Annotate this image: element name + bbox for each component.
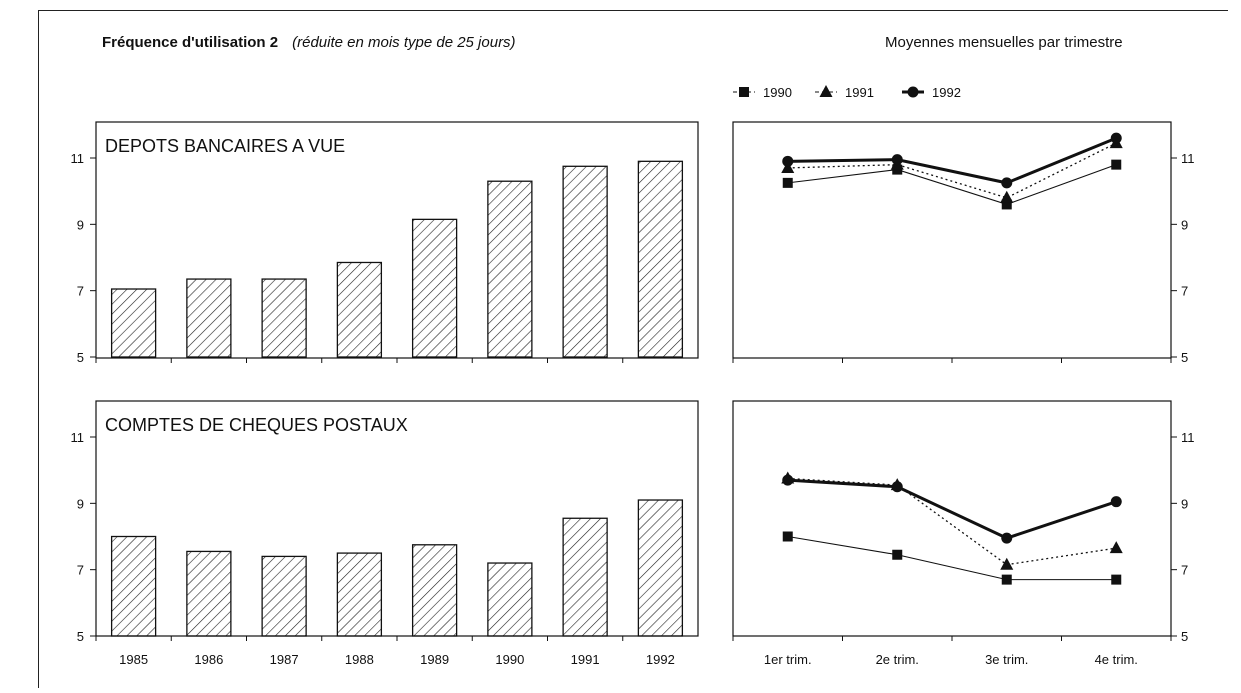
bar-1986 xyxy=(186,550,232,637)
bar-1989 xyxy=(411,544,458,637)
marker-circle xyxy=(1110,496,1122,508)
bar-1986 xyxy=(186,278,232,358)
bar-chart-depots: 5 7 9 11 DEPOTS BANCAIRES A VUE xyxy=(71,121,699,365)
bar-1990 xyxy=(487,562,533,637)
marker-square xyxy=(1111,574,1122,585)
x-tick-label: 1991 xyxy=(571,652,600,667)
x-tick-label: 3e trim. xyxy=(985,652,1028,667)
marker-circle xyxy=(782,474,794,486)
y-tick-label: 9 xyxy=(77,496,84,511)
y-tick-label: 5 xyxy=(77,629,84,644)
bar-1989 xyxy=(411,218,458,358)
bar-1992 xyxy=(637,499,684,637)
series-line-1991 xyxy=(787,477,1117,566)
marker-square xyxy=(782,531,793,542)
title-main: Fréquence d'utilisation 2 xyxy=(102,34,279,51)
title-subtitle: (réduite en mois type de 25 jours) xyxy=(292,34,516,51)
y-tick-label: 5 xyxy=(77,350,84,365)
y-tick-label: 7 xyxy=(1181,563,1188,578)
figure-title: Fréquence d'utilisation 2 (réduite en moi… xyxy=(102,34,516,51)
y-tick-label: 5 xyxy=(1181,350,1188,365)
series-line-1990 xyxy=(787,535,1117,581)
plot-frame xyxy=(732,400,1172,637)
y-tick-label: 7 xyxy=(1181,284,1188,299)
y-tick-label: 5 xyxy=(1181,629,1188,644)
y-tick-label: 11 xyxy=(71,151,85,166)
bar-1985 xyxy=(110,535,157,637)
x-tick-label: 1986 xyxy=(194,652,223,667)
y-tick-label: 11 xyxy=(1181,151,1195,166)
bar-1992 xyxy=(637,160,684,358)
marker-circle xyxy=(891,154,903,166)
x-tick-label: 1990 xyxy=(495,652,524,667)
series-line-1992 xyxy=(787,136,1117,185)
x-tick-label: 1er trim. xyxy=(764,652,812,667)
line-chart-ccp: 5 7 9 11 1er trim. 2e trim. 3e trim. 4e trim. xyxy=(732,400,1195,667)
bar-1985 xyxy=(110,288,157,358)
marker-circle xyxy=(891,481,903,493)
legend-label-1992: 1992 xyxy=(932,85,961,100)
y-tick-label: 7 xyxy=(77,284,84,299)
marker-square xyxy=(739,87,749,97)
y-tick-label: 9 xyxy=(77,217,84,232)
marker-circle xyxy=(1001,177,1013,189)
legend-label-1990: 1990 xyxy=(763,85,792,100)
x-tick-label: 2e trim. xyxy=(876,652,919,667)
marker-triangle xyxy=(1109,541,1123,554)
y-tick-label: 11 xyxy=(71,430,85,445)
series-line-1990 xyxy=(787,164,1117,206)
bar-1987 xyxy=(261,555,307,637)
marker-triangle xyxy=(1000,190,1014,203)
marker-circle xyxy=(782,155,794,167)
line-chart-depots: 5 7 9 11 xyxy=(732,121,1195,365)
series-line-1991 xyxy=(787,142,1117,199)
bar-1990 xyxy=(487,180,533,358)
x-tick-label: 1989 xyxy=(420,652,449,667)
right-panel-title: Moyennes mensuelles par trimestre xyxy=(885,34,1123,51)
plot-frame xyxy=(732,121,1172,359)
marker-circle xyxy=(907,86,919,98)
x-tick-label: 1992 xyxy=(646,652,675,667)
bar-1988 xyxy=(336,552,383,637)
figure-frame xyxy=(38,10,1228,688)
chart-legend: 1990 1991 1992 xyxy=(733,85,961,100)
bar-1991 xyxy=(562,517,608,637)
x-tick-label: 1987 xyxy=(270,652,299,667)
series-line-1992 xyxy=(787,478,1117,540)
marker-square xyxy=(1111,159,1122,170)
y-tick-label: 7 xyxy=(77,563,84,578)
marker-square xyxy=(1001,574,1012,585)
bar-1991 xyxy=(562,165,608,358)
legend-label-1991: 1991 xyxy=(845,85,874,100)
marker-circle xyxy=(1001,532,1013,544)
marker-square xyxy=(1001,199,1012,210)
marker-square xyxy=(782,177,793,188)
y-tick-label: 9 xyxy=(1181,217,1188,232)
marker-circle xyxy=(1110,132,1122,144)
x-tick-label: 1985 xyxy=(119,652,148,667)
marker-square xyxy=(892,549,903,560)
y-tick-label: 11 xyxy=(1181,430,1195,445)
bar-1987 xyxy=(261,278,307,358)
x-tick-label: 4e trim. xyxy=(1095,652,1138,667)
bar-chart-ccp: 5 7 9 11 COMPTES DE CHEQUES POSTAUX 1985 1986 1… xyxy=(71,400,699,667)
marker-triangle xyxy=(1000,557,1014,570)
y-tick-label: 9 xyxy=(1181,496,1188,511)
panel-title: COMPTES DE CHEQUES POSTAUX xyxy=(105,415,408,435)
bar-1988 xyxy=(336,261,383,358)
marker-triangle xyxy=(819,85,833,97)
marker-triangle xyxy=(781,160,795,173)
panel-title: DEPOTS BANCAIRES A VUE xyxy=(105,136,345,156)
x-tick-label: 1988 xyxy=(345,652,374,667)
